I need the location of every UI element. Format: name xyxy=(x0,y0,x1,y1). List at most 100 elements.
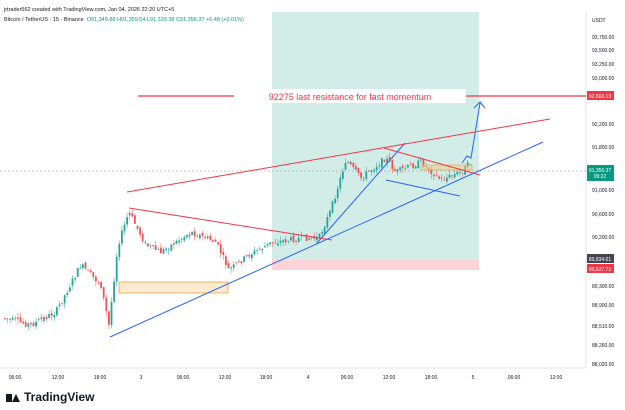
candle-body xyxy=(412,163,414,168)
candle-body xyxy=(399,167,401,170)
candle-body xyxy=(422,159,425,167)
candle-body xyxy=(253,250,256,255)
candle-body xyxy=(339,177,342,189)
candle-body xyxy=(157,249,160,250)
descending-resistance-line[interactable] xyxy=(128,207,333,241)
candle-body xyxy=(269,242,271,245)
candle-body xyxy=(430,169,433,174)
candle-body xyxy=(225,256,227,266)
candle-body xyxy=(214,239,217,242)
consolidation-box[interactable] xyxy=(420,164,473,171)
candle-body xyxy=(284,239,287,243)
current-price-label: 91,356.37 xyxy=(589,168,611,174)
profit-zone[interactable] xyxy=(272,12,479,260)
candle-body xyxy=(222,252,225,255)
candle-body xyxy=(92,272,95,277)
local-resistance-line[interactable] xyxy=(383,147,481,176)
resistance-price-tag[interactable] xyxy=(587,91,614,100)
candle-body xyxy=(292,235,295,243)
time-tick-label: 4 xyxy=(307,375,310,381)
stop-upper-price-tag[interactable] xyxy=(587,254,614,263)
candle-body xyxy=(134,215,136,224)
candle-body xyxy=(352,162,355,167)
candles-group xyxy=(4,152,472,331)
price-tick-label: 93,250.00 xyxy=(592,62,614,68)
candle-body xyxy=(206,236,209,239)
upper-resistance-line[interactable] xyxy=(126,118,551,193)
candle-body xyxy=(282,240,284,243)
candle-body xyxy=(336,188,339,199)
candle-body xyxy=(295,241,297,242)
demand-box[interactable] xyxy=(118,281,229,294)
price-tick-label: 92,200.00 xyxy=(592,122,614,128)
candle-body xyxy=(443,179,446,181)
current-price-tag[interactable] xyxy=(587,165,614,181)
candle-body xyxy=(394,168,396,171)
candle-body xyxy=(396,169,399,172)
candle-body xyxy=(123,224,126,232)
time-tick-label: 12:00 xyxy=(550,375,563,381)
candle-body xyxy=(196,235,199,237)
candle-body xyxy=(266,243,269,246)
candle-body xyxy=(300,235,303,237)
candle-body xyxy=(186,235,188,238)
candle-body xyxy=(305,234,308,241)
candle-body xyxy=(235,262,238,264)
candle-body xyxy=(87,269,89,271)
candle-body xyxy=(446,177,448,182)
candle-body xyxy=(258,248,261,250)
candle-body xyxy=(56,307,58,316)
candle-body xyxy=(451,175,453,177)
candle-body xyxy=(469,164,472,165)
candle-body xyxy=(180,238,183,240)
currency-label: USDT xyxy=(592,18,606,24)
candle-body xyxy=(209,235,212,240)
candle-body xyxy=(212,240,214,242)
candle-body xyxy=(438,176,440,179)
candle-body xyxy=(448,174,451,178)
candle-body xyxy=(297,237,300,243)
candle-body xyxy=(386,158,388,164)
time-tick-label: 3 xyxy=(140,375,143,381)
steep-trend-line[interactable] xyxy=(316,142,406,244)
candle-body xyxy=(461,172,464,174)
price-tick-label: 90,200.00 xyxy=(592,235,614,241)
candle-body xyxy=(409,164,412,166)
time-tick-label: 12:00 xyxy=(52,375,65,381)
stop-zone[interactable] xyxy=(272,260,479,270)
candle-body xyxy=(238,261,240,262)
candle-body xyxy=(417,160,420,169)
resistance-price-label: 92,669.13 xyxy=(589,94,611,100)
candle-body xyxy=(381,158,383,168)
stop-lower-price-tag[interactable] xyxy=(587,264,614,273)
candle-body xyxy=(14,318,17,320)
symbol-text: Bitcoin / TetherUS · 15 · Binance O91,349… xyxy=(4,17,244,23)
price-tick-label: 88,510.00 xyxy=(592,324,614,330)
candle-body xyxy=(147,243,149,247)
candle-body xyxy=(362,178,365,180)
candle-body xyxy=(407,164,409,168)
time-ticks: 06:00 12:00 18:00 3 06:00 12:00 18:00 4 06:00 12:… xyxy=(9,375,563,381)
candle-body xyxy=(95,276,97,282)
candle-body xyxy=(183,237,186,241)
candle-body xyxy=(310,237,313,239)
candle-body xyxy=(84,262,87,269)
lower-channel-line[interactable] xyxy=(385,179,461,197)
candle-body xyxy=(274,242,277,244)
price-tick-label: 89,300.00 xyxy=(592,284,614,290)
candle-body xyxy=(45,316,48,319)
candle-body xyxy=(370,170,373,173)
time-tick-label: 5 xyxy=(472,375,475,381)
price-tick-label: 90,600.00 xyxy=(592,212,614,218)
candle-body xyxy=(401,165,404,169)
projection-arrowhead xyxy=(473,101,486,109)
candle-body xyxy=(466,162,469,168)
candle-body xyxy=(331,201,334,213)
candle-body xyxy=(89,270,92,273)
candle-body xyxy=(144,241,147,243)
candle-body xyxy=(279,240,282,243)
candle-body xyxy=(193,231,196,237)
candle-body xyxy=(58,304,61,307)
projection-path[interactable] xyxy=(461,102,481,164)
